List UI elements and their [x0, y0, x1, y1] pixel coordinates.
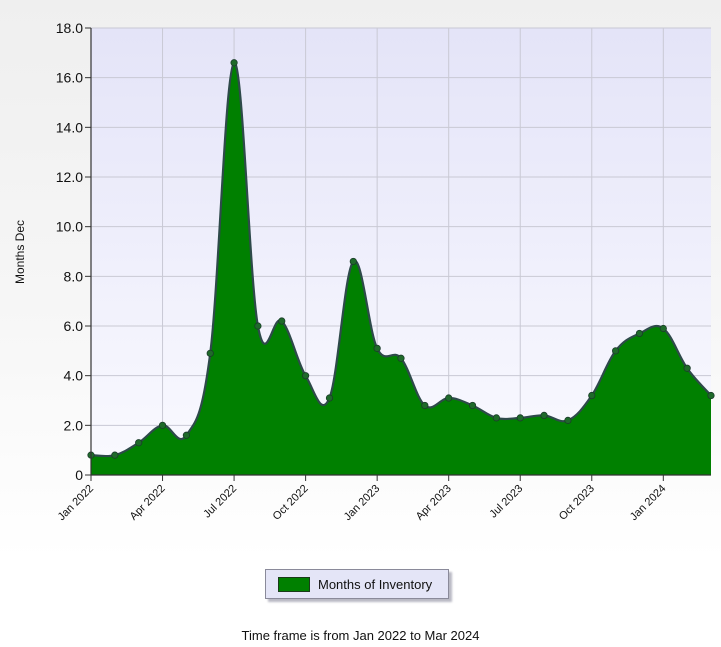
data-point: [397, 354, 405, 362]
data-point: [325, 394, 334, 402]
y-tick-label: 10.0: [56, 219, 83, 235]
data-point: [588, 391, 596, 400]
y-tick-label: 0: [75, 467, 83, 483]
x-tick-label: Apr 2023: [414, 483, 454, 523]
data-point: [516, 414, 524, 422]
legend-swatch: [278, 576, 310, 592]
chart: 0 2.0 4.0 6.0 8.0 10.0 12.0 14.0 16.0 18.0 Jan 202…: [13, 20, 715, 523]
y-tick-label: 8.0: [64, 268, 84, 284]
data-point: [254, 322, 262, 330]
x-tick-label: Oct 2022: [271, 483, 311, 523]
data-point: [445, 394, 453, 402]
y-tick-label: 12.0: [56, 169, 83, 185]
data-point: [373, 344, 381, 352]
y-tick-label: 18.0: [56, 20, 83, 36]
data-point: [135, 439, 143, 447]
legend: Months of Inventory: [265, 569, 449, 599]
data-point: [612, 347, 620, 355]
x-tick-label: Oct 2023: [557, 483, 597, 523]
data-point: [278, 317, 286, 325]
data-point: [111, 451, 119, 459]
data-point: [635, 329, 644, 338]
x-tick-label: Apr 2022: [128, 483, 168, 523]
data-point: [206, 349, 214, 357]
y-tick-label: 14.0: [56, 119, 83, 135]
data-point: [683, 364, 691, 372]
y-tick-label: 4.0: [64, 368, 84, 384]
y-tick-label: 16.0: [56, 70, 83, 86]
data-point: [302, 372, 310, 380]
x-tick-label: Jan 2023: [342, 483, 382, 523]
y-tick-label: 2.0: [64, 417, 84, 433]
data-point: [707, 391, 715, 400]
time-frame-caption: Time frame is from Jan 2022 to Mar 2024: [241, 628, 480, 643]
data-point: [230, 59, 238, 67]
data-point: [349, 257, 357, 266]
series-area: [91, 62, 711, 475]
x-tick-label: Jul 2023: [487, 483, 525, 521]
data-point: [492, 414, 500, 422]
data-point: [421, 401, 429, 410]
data-point: [158, 421, 167, 429]
data-point: [540, 411, 548, 419]
x-tick-label: Jul 2022: [201, 483, 239, 521]
data-point: [659, 324, 667, 333]
x-tick-label: Jan 2024: [628, 483, 668, 523]
data-point: [468, 401, 477, 410]
data-point: [182, 431, 190, 439]
legend-label: Months of Inventory: [318, 576, 433, 592]
y-axis-label: Months Dec: [13, 220, 27, 284]
data-point: [564, 416, 572, 424]
y-tick-label: 6.0: [64, 318, 84, 334]
x-tick-label: Jan 2022: [56, 483, 96, 523]
